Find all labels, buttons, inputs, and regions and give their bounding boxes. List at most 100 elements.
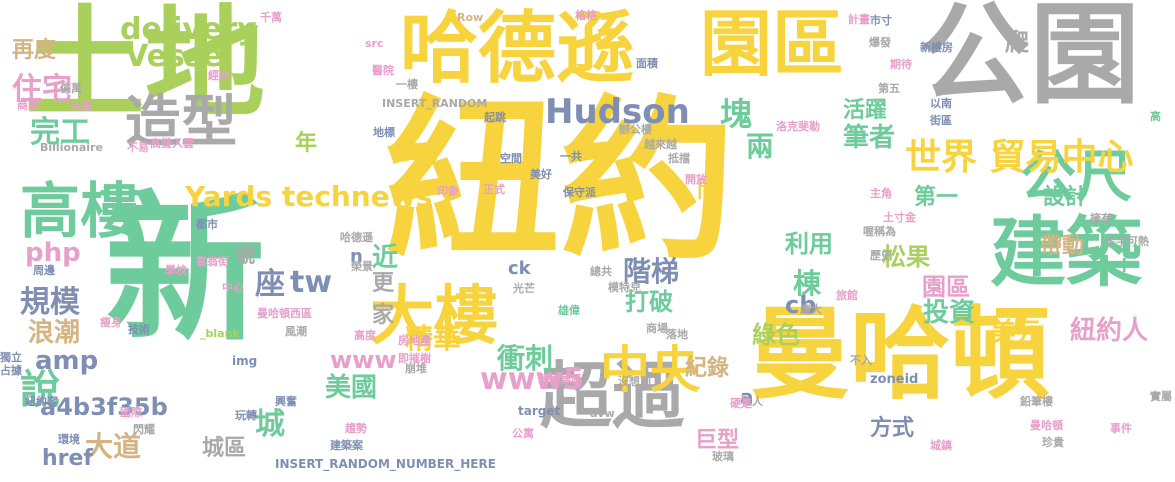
cloud-word: 公寓 bbox=[512, 427, 534, 440]
cloud-word: 新 bbox=[105, 176, 266, 363]
cloud-word: 公尺 bbox=[1020, 145, 1132, 210]
cloud-word: 藝術展區 bbox=[538, 373, 582, 386]
cloud-word: 炙手可熱 bbox=[1105, 235, 1149, 248]
cloud-word: 崩堆 bbox=[405, 362, 427, 375]
cloud-word: 光芒 bbox=[513, 282, 535, 295]
cloud-word: 面積 bbox=[636, 57, 658, 70]
cloud-word: 世界 貿易中心 bbox=[905, 137, 1134, 178]
cloud-word: 土地 bbox=[25, 0, 265, 134]
cloud-word: 印象 bbox=[437, 185, 459, 198]
cloud-word: 雄偉 bbox=[558, 304, 580, 317]
cloud-word: 大萬 bbox=[70, 100, 92, 113]
cloud-word: 周邊 bbox=[33, 264, 55, 277]
cloud-word: 造型 bbox=[125, 90, 237, 155]
cloud-word: 即摧樹 bbox=[398, 352, 431, 365]
cloud-word: 高 bbox=[1150, 110, 1161, 123]
cloud-word: 保守派 bbox=[563, 186, 596, 199]
cloud-word: 都市 bbox=[196, 218, 218, 231]
cloud-word: 曼哈頓 bbox=[750, 296, 1050, 413]
cloud-word: 興奮 bbox=[275, 395, 297, 408]
cloud-word: cb bbox=[785, 291, 817, 319]
cloud-word: Vessel bbox=[125, 39, 234, 74]
cloud-word: 街區 bbox=[930, 114, 952, 127]
cloud-word: 衝刺 bbox=[497, 342, 554, 375]
cloud-word: 起跳 bbox=[484, 111, 506, 124]
cloud-word: 格格 bbox=[575, 9, 597, 22]
cloud-word: 城區 bbox=[202, 436, 247, 461]
cloud-word: 大樓 bbox=[370, 280, 498, 354]
cloud-word: 城鎮 bbox=[930, 439, 952, 452]
cloud-word: 建築 bbox=[990, 208, 1142, 297]
cloud-word: 中央 bbox=[600, 341, 700, 399]
cloud-word: + bbox=[1115, 253, 1134, 278]
cloud-word: 開放 bbox=[685, 173, 707, 186]
cloud-word: 紐約人 bbox=[1070, 316, 1149, 346]
cloud-word: Billionaire bbox=[40, 141, 103, 154]
cloud-word: 哈德遜 bbox=[400, 4, 635, 94]
cloud-word: 美元 bbox=[990, 318, 1043, 348]
cloud-word: 億萬 bbox=[60, 82, 82, 95]
cloud-word: zoneid bbox=[870, 372, 919, 387]
cloud-word: 土寸金 bbox=[883, 211, 916, 224]
cloud-word: 空間 bbox=[500, 152, 522, 165]
cloud-word: 超過 bbox=[540, 354, 685, 438]
cloud-word: a4b3f35b bbox=[40, 393, 168, 421]
cloud-word: 事件 bbox=[1110, 422, 1132, 435]
cloud-word: 帶動 bbox=[1040, 234, 1085, 259]
cloud-word: 主角 bbox=[870, 187, 892, 200]
cloud-word: 爬 bbox=[1005, 28, 1029, 56]
cloud-word: 商場 bbox=[646, 322, 668, 335]
cloud-word: 擁有 bbox=[1090, 212, 1112, 225]
cloud-word: 園區 bbox=[700, 2, 845, 86]
cloud-word: 棟 bbox=[793, 267, 822, 300]
cloud-word: href bbox=[42, 446, 94, 471]
cloud-word: 計畫 bbox=[848, 13, 870, 26]
cloud-word: 設計 bbox=[1043, 185, 1088, 210]
cloud-word: delivery bbox=[120, 12, 257, 47]
cloud-word: 方式 bbox=[870, 416, 915, 441]
cloud-word: 一共 bbox=[560, 150, 582, 163]
cloud-word: www5 bbox=[480, 362, 585, 397]
cloud-word: 曼哈頓西區 bbox=[257, 307, 312, 320]
cloud-word: 精華 bbox=[405, 322, 462, 355]
cloud-word: 環境 bbox=[58, 433, 80, 446]
cloud-word: 技術 bbox=[128, 323, 150, 336]
cloud-word: 中心 bbox=[222, 281, 244, 294]
cloud-word: 座 bbox=[255, 267, 285, 302]
cloud-word: 龐大 bbox=[800, 303, 822, 316]
cloud-word: 市寸 bbox=[870, 14, 892, 27]
cloud-word: 高度 bbox=[354, 329, 376, 342]
cloud-word: ck bbox=[508, 258, 531, 279]
cloud-word: 趨勢 bbox=[345, 422, 367, 435]
cloud-word: 哈德遜 bbox=[340, 231, 373, 244]
cloud-word: 號 bbox=[235, 243, 255, 267]
cloud-word: 醫院 bbox=[372, 64, 394, 77]
cloud-word: _blank bbox=[200, 327, 240, 340]
cloud-word: 建築案 bbox=[330, 439, 363, 452]
cloud-word: 活躍 bbox=[843, 98, 888, 123]
cloud-word: a bbox=[740, 385, 754, 409]
cloud-word: 正式 bbox=[483, 183, 505, 196]
cloud-word: 浪潮 bbox=[28, 318, 81, 348]
cloud-word: 規模 bbox=[20, 285, 80, 320]
cloud-word: 高聳入雲 bbox=[150, 137, 194, 150]
cloud-word: 商圈 bbox=[17, 99, 39, 112]
cloud-word: Hudson bbox=[545, 92, 690, 132]
cloud-word: 更 bbox=[372, 271, 395, 296]
cloud-word: 完工 bbox=[30, 115, 90, 150]
cloud-word: target bbox=[518, 404, 561, 418]
cloud-word: 美好 bbox=[530, 168, 552, 181]
cloud-word: 實屬 bbox=[1150, 390, 1172, 403]
cloud-word: 千萬 bbox=[260, 11, 282, 24]
cloud-word: 獨立 bbox=[0, 351, 22, 364]
cloud-word: Yards technews bbox=[185, 180, 433, 213]
cloud-word: 松果 bbox=[882, 243, 930, 271]
cloud-word: 兩 bbox=[746, 130, 775, 163]
cloud-word: 美國 bbox=[325, 373, 378, 403]
cloud-word: 珍貴 bbox=[1042, 436, 1064, 449]
cloud-word: 越來越 bbox=[644, 138, 677, 151]
cloud-word: tw bbox=[290, 265, 333, 300]
cloud-word: n bbox=[350, 246, 363, 267]
cloud-word: 住宅 bbox=[12, 72, 72, 107]
cloud-word: 沒想到 bbox=[618, 375, 651, 388]
